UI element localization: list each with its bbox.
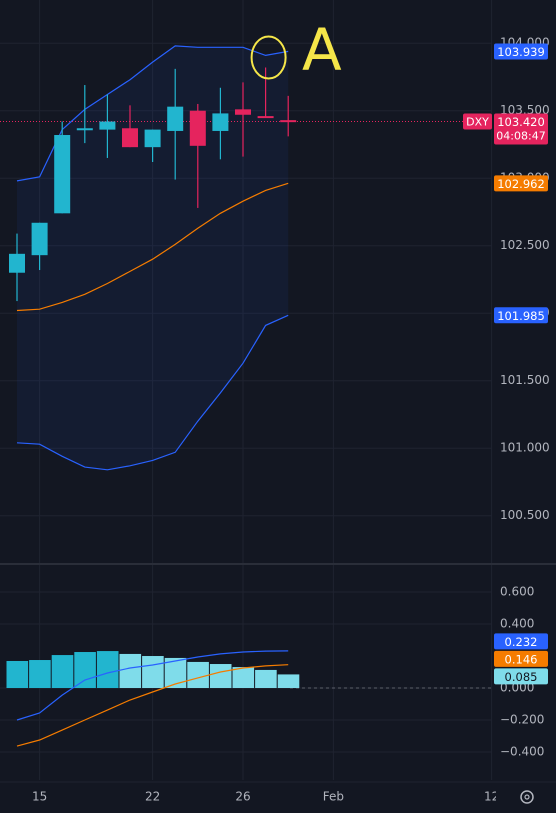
histogram-bar xyxy=(74,652,96,689)
histogram-bar xyxy=(277,674,300,689)
price-tag: 0.146 xyxy=(505,652,538,666)
y-tick-label: 101.000 xyxy=(500,441,550,455)
histogram-bar xyxy=(187,661,209,689)
price-tag: 103.939 xyxy=(497,45,545,59)
candle-body xyxy=(212,113,229,131)
y-tick-label: 0.600 xyxy=(500,585,534,599)
candle-body xyxy=(122,128,138,148)
symbol-label: DXY xyxy=(466,116,489,129)
price-tag-box xyxy=(494,668,548,685)
x-tick-label: Feb xyxy=(323,790,344,804)
macd-line xyxy=(16,664,289,747)
histogram-bar xyxy=(209,664,232,689)
candle-body xyxy=(9,253,25,273)
y-tick-label: 0.400 xyxy=(500,617,534,631)
histogram-bar xyxy=(255,669,277,689)
settings-icon[interactable] xyxy=(520,790,534,804)
histogram-bar xyxy=(119,653,142,689)
candle-body xyxy=(189,110,206,146)
x-tick-label: 26 xyxy=(235,790,250,804)
price-tag-box xyxy=(494,175,548,192)
price-tag-box xyxy=(494,43,548,60)
annotation-circle xyxy=(250,35,287,80)
candle-body xyxy=(257,116,274,119)
histogram-bar xyxy=(232,667,255,689)
candle-body xyxy=(99,121,116,130)
symbol-box xyxy=(463,113,492,130)
candle-body xyxy=(144,129,161,148)
price-tag-box xyxy=(494,633,548,650)
histogram-bar xyxy=(142,656,164,689)
x-tick-label: 15 xyxy=(32,790,47,804)
histogram-bar xyxy=(164,657,187,689)
price-tag: 0.232 xyxy=(505,635,538,649)
price-tag-box xyxy=(494,307,548,324)
x-tick-label: 12 xyxy=(484,790,499,804)
y-tick-label: 102.500 xyxy=(500,238,550,252)
y-tick-label: 101.500 xyxy=(500,373,550,387)
candle-body xyxy=(54,135,71,214)
y-tick-label: 100.500 xyxy=(500,508,550,522)
macd-line xyxy=(16,650,289,721)
candle-body xyxy=(76,128,93,131)
band-line xyxy=(16,314,289,471)
price-tag-box xyxy=(494,650,548,667)
annotation-label: A xyxy=(302,16,342,84)
price-tag: 102.962 xyxy=(497,177,545,191)
y-tick-label: −0.400 xyxy=(500,745,544,759)
histogram-bar xyxy=(96,651,119,689)
countdown-label: 04:08:47 xyxy=(496,130,545,143)
price-tag: 0.085 xyxy=(505,670,538,684)
histogram-bar xyxy=(29,660,51,689)
candle-body xyxy=(235,109,251,115)
current-price-box xyxy=(494,113,548,145)
current-price-label: 103.420 xyxy=(497,115,545,129)
y-tick-label: −0.200 xyxy=(500,713,544,727)
candle-body xyxy=(280,120,297,123)
candle-body xyxy=(167,106,184,131)
axis-corner xyxy=(496,783,556,813)
band-line xyxy=(16,182,289,312)
candle-body xyxy=(31,222,48,256)
histogram-bar xyxy=(51,655,74,689)
settings-icon-center xyxy=(524,794,530,800)
price-tag: 101.985 xyxy=(497,309,545,323)
x-tick-label: 22 xyxy=(145,790,160,804)
histogram-bar xyxy=(6,660,29,689)
